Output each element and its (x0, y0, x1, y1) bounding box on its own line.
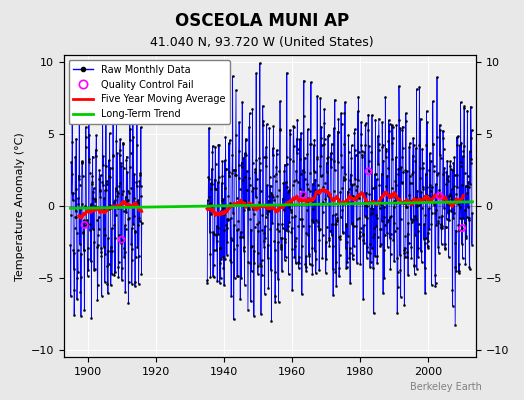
Text: Berkeley Earth: Berkeley Earth (410, 382, 482, 392)
Y-axis label: Temperature Anomaly (°C): Temperature Anomaly (°C) (15, 132, 25, 280)
Text: 41.040 N, 93.720 W (United States): 41.040 N, 93.720 W (United States) (150, 36, 374, 49)
Point (458, 225, 466, 231)
Point (299, 192, 308, 198)
Text: OSCEOLA MUNI AP: OSCEOLA MUNI AP (175, 12, 349, 30)
Point (81, 222, 89, 228)
Point (117, 236, 126, 243)
Point (435, 193, 444, 199)
Point (364, 168, 373, 174)
Legend: Raw Monthly Data, Quality Control Fail, Five Year Moving Average, Long-Term Tren: Raw Monthly Data, Quality Control Fail, … (69, 60, 230, 124)
